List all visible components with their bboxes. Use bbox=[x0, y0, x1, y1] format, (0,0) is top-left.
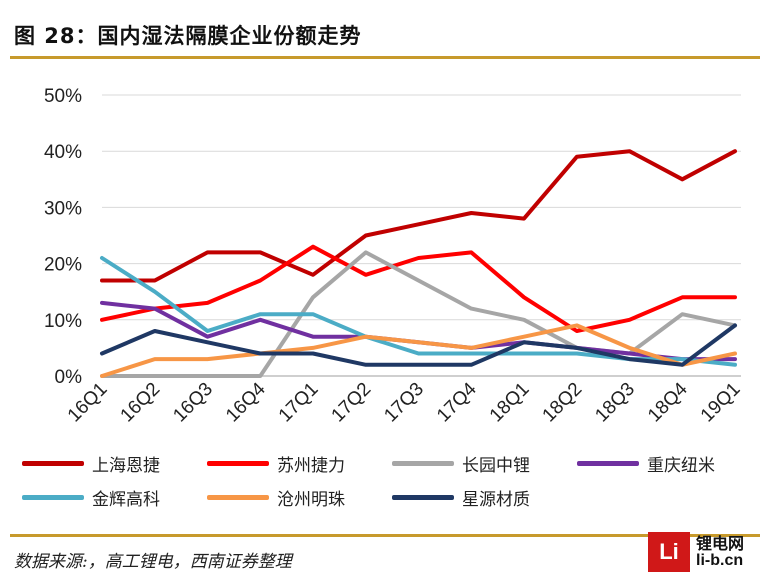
watermark-logo: Li bbox=[648, 532, 690, 572]
legend-entry: 苏州捷力 bbox=[207, 451, 392, 476]
watermark-url: li-b.cn bbox=[696, 552, 744, 569]
legend-label: 长园中锂 bbox=[462, 455, 530, 476]
legend-swatch bbox=[207, 460, 269, 466]
legend-entry: 沧州明珠 bbox=[207, 485, 392, 510]
legend-row: 金辉高科 沧州明珠 星源材质 bbox=[22, 480, 762, 514]
y-tick-label: 30% bbox=[44, 198, 82, 219]
legend-entry: 金辉高科 bbox=[22, 485, 207, 510]
legend-entry: 长园中锂 bbox=[392, 451, 577, 476]
line-chart: 0% 10% 20% 30% 40% 50% 16Q1 16Q2 16Q3 16Q4 17Q1 17… bbox=[44, 86, 745, 427]
legend-swatch bbox=[22, 460, 84, 466]
legend-swatch bbox=[392, 494, 454, 500]
legend: 上海恩捷 苏州捷力 长园中锂 重庆纽米金辉高科 沧州明珠 星源材质 bbox=[22, 446, 762, 514]
gridlines bbox=[102, 94, 741, 377]
y-tick-label: 40% bbox=[44, 142, 82, 163]
x-tick-label: 19Q1 bbox=[697, 379, 745, 427]
x-tick-label: 17Q1 bbox=[275, 379, 323, 427]
watermark-name: 锂电网 bbox=[696, 534, 745, 553]
x-tick-label: 16Q2 bbox=[117, 379, 165, 427]
legend-entry: 重庆纽米 bbox=[577, 451, 762, 476]
legend-entry: 星源材质 bbox=[392, 485, 577, 510]
x-tick-label: 17Q4 bbox=[433, 378, 481, 426]
y-tick-label: 0% bbox=[55, 367, 83, 388]
legend-label: 重庆纽米 bbox=[647, 455, 715, 476]
x-tick-label: 18Q4 bbox=[644, 378, 692, 426]
x-tick-label: 18Q3 bbox=[591, 379, 639, 427]
footer-divider bbox=[10, 534, 760, 537]
series-line-4 bbox=[100, 256, 737, 367]
legend-swatch bbox=[22, 494, 84, 500]
legend-label: 星源材质 bbox=[462, 489, 530, 510]
y-tick-label: 10% bbox=[44, 311, 82, 332]
x-tick-label: 17Q3 bbox=[380, 379, 428, 427]
series-line-5 bbox=[100, 323, 737, 378]
legend-swatch bbox=[577, 460, 639, 466]
series-line-1 bbox=[100, 244, 737, 333]
y-tick-label: 50% bbox=[44, 86, 82, 107]
title-divider bbox=[10, 56, 760, 59]
x-axis: 16Q1 16Q2 16Q3 16Q4 17Q1 17Q2 17Q3 17Q4 18Q1 18Q2… bbox=[64, 375, 745, 427]
series-line-6 bbox=[100, 323, 737, 367]
y-tick-label: 20% bbox=[44, 255, 82, 276]
legend-label: 上海恩捷 bbox=[92, 455, 160, 476]
x-tick-label: 16Q3 bbox=[169, 379, 217, 427]
legend-entry: 上海恩捷 bbox=[22, 451, 207, 476]
y-axis-ticks: 0% 10% 20% 30% 40% 50% bbox=[44, 86, 82, 388]
series-lines bbox=[100, 149, 737, 378]
series-line-0 bbox=[100, 149, 737, 283]
legend-label: 金辉高科 bbox=[92, 489, 160, 510]
x-tick-label: 16Q4 bbox=[222, 378, 270, 426]
legend-row: 上海恩捷 苏州捷力 长园中锂 重庆纽米 bbox=[22, 446, 762, 480]
legend-swatch bbox=[392, 460, 454, 466]
legend-label: 沧州明珠 bbox=[277, 489, 345, 510]
legend-swatch bbox=[207, 494, 269, 500]
x-tick-label: 17Q2 bbox=[328, 379, 376, 427]
legend-label: 苏州捷力 bbox=[277, 455, 345, 476]
watermark: Li 锂电网 li-b.cn bbox=[648, 530, 766, 574]
x-tick-label: 18Q1 bbox=[486, 379, 534, 427]
source-note: 数据来源:，高工锂电，西南证券整理 bbox=[14, 552, 292, 572]
x-tick-label: 18Q2 bbox=[539, 379, 587, 427]
figure-title: 图 28：国内湿法隔膜企业份额走势 bbox=[14, 24, 362, 48]
